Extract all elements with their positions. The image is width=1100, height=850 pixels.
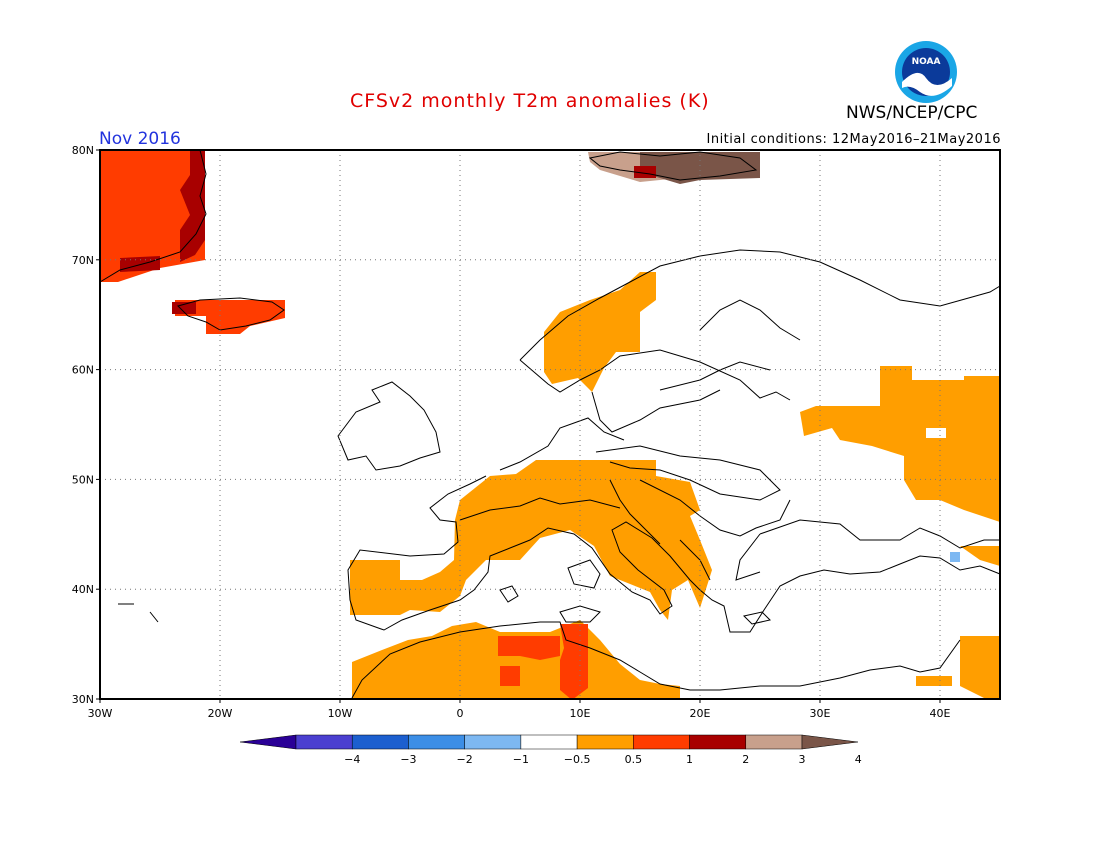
coastline-20	[459, 497, 621, 521]
anomaly-patch-north-africa-red	[500, 666, 520, 686]
colorbar-swatch	[689, 734, 747, 750]
colorbar-swatch	[745, 734, 803, 750]
lon-tick-label: 20E	[690, 707, 711, 720]
anomaly-shading	[100, 150, 1000, 700]
anomaly-patch-greenland-coast-dark	[120, 256, 160, 272]
coastline-18	[639, 479, 791, 537]
coastline-3	[337, 381, 441, 471]
lon-tick-label: 30W	[88, 707, 113, 720]
lon-tick-label: 0	[457, 707, 464, 720]
coastline-13	[559, 605, 601, 623]
lat-tick-label: 30N	[72, 693, 94, 706]
colorbar-label: −2	[457, 753, 473, 766]
lon-tick-label: 10W	[328, 707, 353, 720]
axis-ticks: 30W 20W 10W 0 10E 20E 30E 40E 80N 70N 60N 50N 40N 30N	[72, 144, 951, 720]
colorbar-label: 0.5	[625, 753, 643, 766]
coastline-4	[519, 249, 1001, 361]
anomaly-patch-russia-blue	[950, 552, 960, 562]
coastlines	[99, 149, 1001, 699]
anomaly-patch-anatolia-strip	[916, 676, 952, 686]
coastline-15	[743, 611, 771, 625]
colorbar-label: 2	[742, 753, 749, 766]
lat-tick-label: 40N	[72, 583, 94, 596]
colorbar-swatch	[520, 734, 578, 750]
anomaly-patch-iceland-dark	[172, 302, 196, 314]
noaa-logo: NOAA	[895, 41, 957, 103]
anomaly-patch-levant	[960, 636, 1000, 698]
colorbar-label: −0.5	[564, 753, 591, 766]
coastline-1	[177, 297, 285, 331]
coastline-8	[347, 475, 1001, 633]
colorbar-swatch	[464, 734, 522, 750]
coastline-16	[118, 603, 159, 623]
coastline-2	[588, 151, 758, 181]
anomaly-patch-tunisia-red	[498, 636, 560, 660]
colorbar: −4 −3 −2 −1 −0.5 0.5 1 2 3 4	[239, 734, 862, 766]
coastline-17	[595, 445, 781, 501]
coastline-9	[759, 519, 1000, 549]
anomaly-patch-north-africa	[352, 620, 680, 698]
organization-label: NWS/NCEP/CPC	[846, 103, 978, 123]
map-title: CFSv2 monthly T2m anomalies (K)	[350, 90, 710, 112]
colorbar-label: 4	[855, 753, 862, 766]
forecast-month: Nov 2016	[99, 129, 181, 149]
anomaly-patch-iceland	[175, 300, 285, 334]
colorbar-arrow-high	[801, 734, 859, 750]
colorbar-arrow-low	[239, 734, 297, 750]
coastline-11	[351, 621, 961, 699]
lon-tick-label: 40E	[930, 707, 951, 720]
anomaly-patch-svalbard-red	[634, 166, 656, 178]
anomaly-patch-russia	[800, 366, 1000, 522]
lat-tick-label: 60N	[72, 364, 94, 377]
coastline-21	[659, 299, 801, 391]
colorbar-label: −3	[400, 753, 416, 766]
colorbar-label: −1	[513, 753, 529, 766]
gridlines	[100, 150, 1000, 699]
coastline-0	[99, 149, 207, 283]
lat-tick-label: 80N	[72, 144, 94, 157]
coastline-12	[567, 559, 601, 589]
logo-text: NOAA	[912, 57, 941, 67]
lon-tick-label: 20W	[208, 707, 233, 720]
coastline-10	[735, 533, 761, 581]
colorbar-swatch	[408, 734, 465, 750]
coastline-7	[499, 417, 625, 471]
anomaly-patch-norway	[544, 272, 656, 392]
colorbar-swatch	[295, 734, 353, 750]
anomaly-patch-southwest-europe	[350, 460, 712, 620]
colorbar-swatch	[633, 734, 690, 750]
lon-tick-label: 10E	[570, 707, 591, 720]
colorbar-label: 3	[799, 753, 806, 766]
anomaly-patch-tunisia-red-2	[560, 624, 588, 700]
initial-conditions: Initial conditions: 12May2016–21May2016	[706, 132, 1001, 147]
colorbar-label: −4	[344, 753, 360, 766]
colorbar-label: 1	[686, 753, 693, 766]
lon-tick-label: 30E	[810, 707, 831, 720]
colorbar-swatch	[576, 734, 634, 750]
anomaly-patch-caucasus	[960, 546, 1000, 566]
coastline-6	[591, 389, 721, 433]
anomaly-patch-russia-hole	[926, 428, 946, 438]
anomaly-patch-svalbard-brown	[640, 152, 760, 184]
lat-tick-label: 50N	[72, 473, 94, 486]
coastline-5	[519, 349, 791, 401]
anomaly-patch-greenland-dark	[180, 150, 205, 262]
map-frame	[99, 149, 1001, 700]
lat-tick-label: 70N	[72, 254, 94, 267]
coastline-14	[499, 585, 519, 603]
anomaly-patch-greenland	[100, 150, 205, 282]
colorbar-swatch	[351, 734, 409, 750]
